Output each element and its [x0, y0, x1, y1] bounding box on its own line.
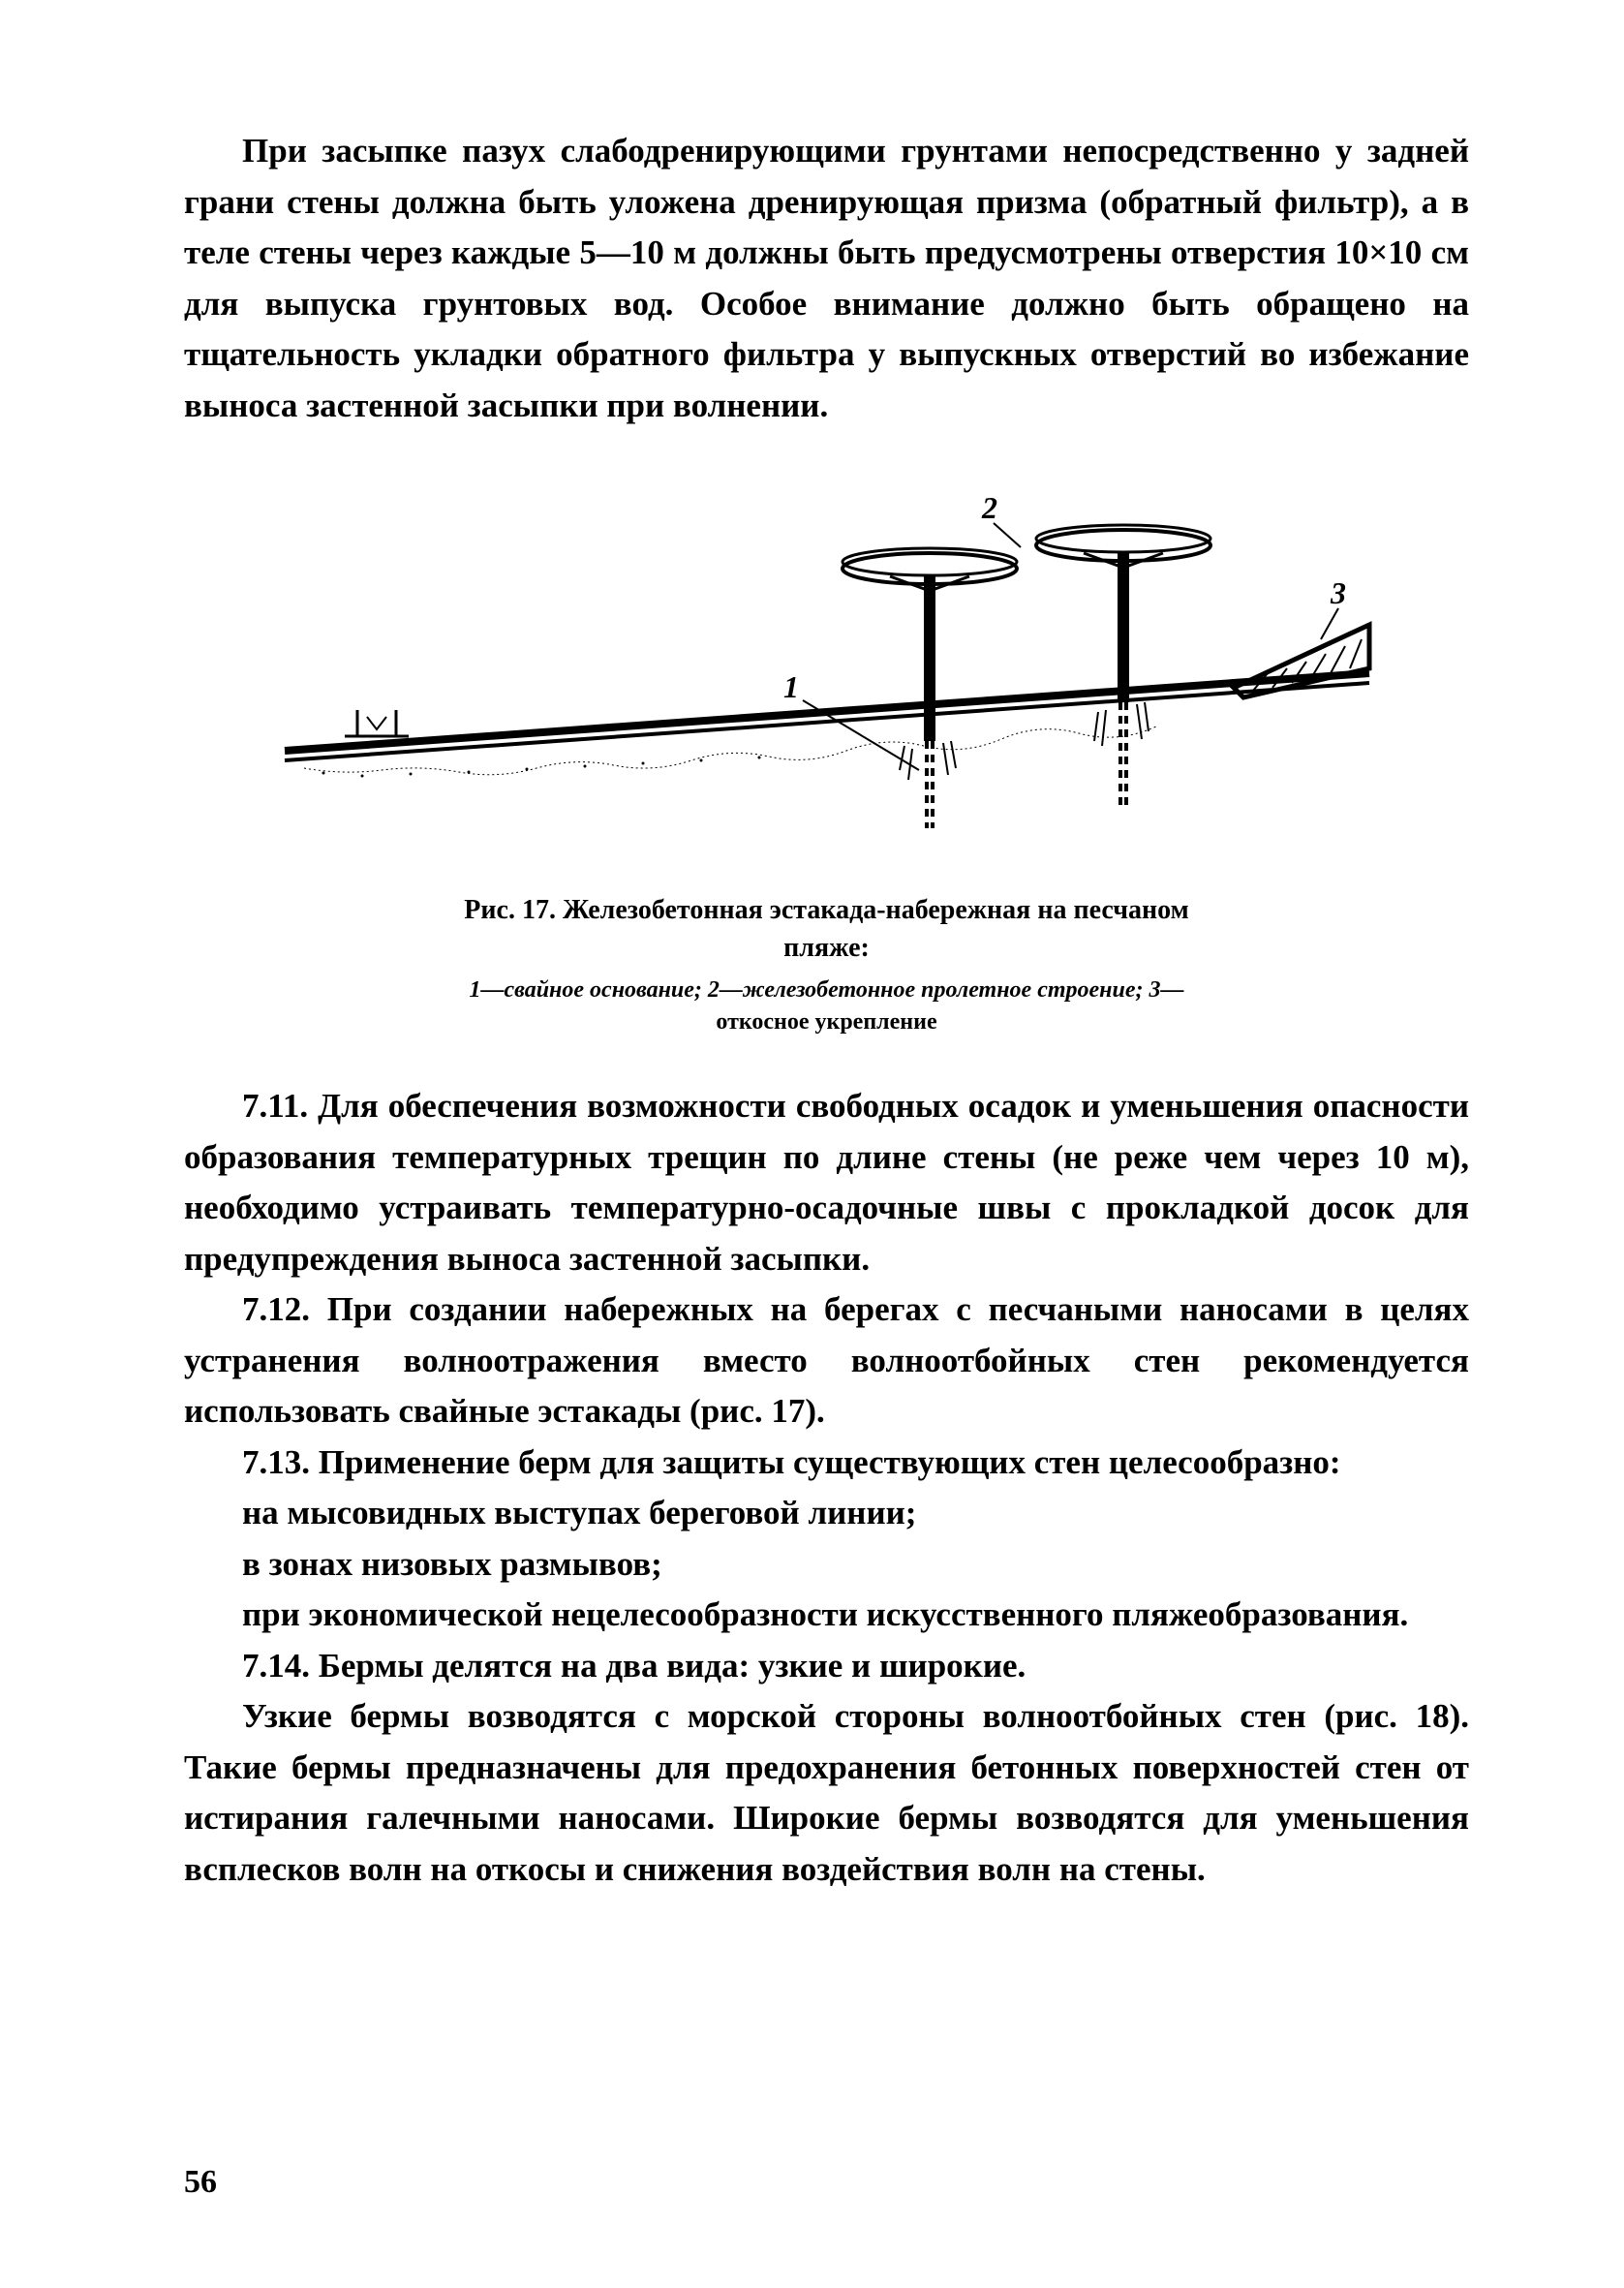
figure-17-caption: Рис. 17. Железобетонная эстакада-набереж…: [184, 891, 1469, 967]
paragraph-7-12: 7.12. При создании набережных на берегах…: [184, 1284, 1469, 1438]
deck-slab-1: [843, 548, 1017, 591]
paragraph-7-13-item1: на мысовидных выступах береговой линии;: [184, 1488, 1469, 1539]
page-number: 56: [184, 2164, 217, 2201]
figure-17-legend: 1—свайное основание; 2—железобетонное пр…: [184, 974, 1469, 1037]
figure-17: 2 1 3 Рис. 17. Железобетонная эстакада-н…: [184, 479, 1469, 1037]
paragraph-7-13-item3: при экономической нецелесообразности иск…: [184, 1590, 1469, 1641]
pile-1: [924, 576, 935, 828]
paragraph-7-14: 7.14. Бермы делятся на два вида: узкие и…: [184, 1641, 1469, 1692]
paragraph-7-13-item2: в зонах низовых размывов;: [184, 1539, 1469, 1591]
svg-text:3: 3: [1330, 575, 1346, 610]
figure-17-diagram: 2 1 3: [246, 479, 1408, 867]
paragraph-7-14b: Узкие бермы возводятся с морской стороны…: [184, 1691, 1469, 1895]
label-3: 3: [1321, 575, 1346, 639]
pile-2: [1118, 552, 1129, 809]
paragraph-7-11: 7.11. Для обеспечения возможности свобод…: [184, 1081, 1469, 1284]
paragraph-7-13: 7.13. Применение берм для защиты существ…: [184, 1438, 1469, 1489]
paragraph-intro: При засыпке пазух слабодренирующими грун…: [184, 126, 1469, 431]
svg-text:1: 1: [783, 669, 799, 704]
svg-text:2: 2: [981, 490, 997, 525]
label-2: 2: [981, 490, 1021, 547]
deck-slab-2: [1036, 525, 1210, 568]
